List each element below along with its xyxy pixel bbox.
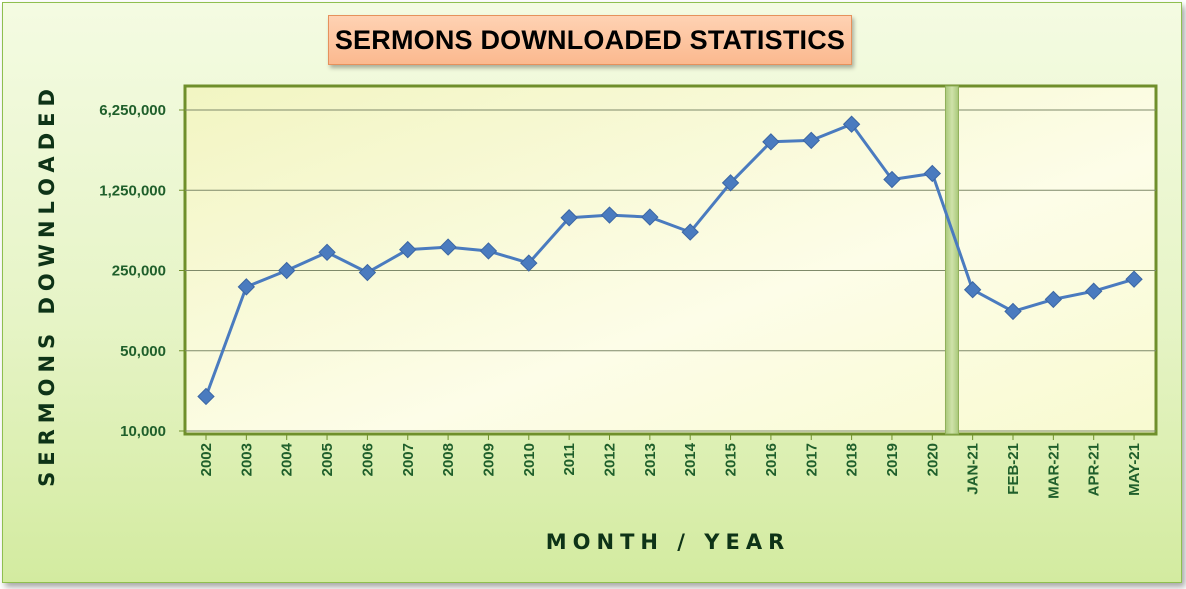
x-tick-label: MAR-21 <box>1045 443 1062 499</box>
data-point <box>1084 282 1103 300</box>
series-line <box>204 122 1135 397</box>
x-tick-label: 2020 <box>924 443 941 476</box>
x-tick-label: 2014 <box>682 442 699 476</box>
period-divider <box>944 85 959 435</box>
y-axis-title: SERMONS DOWNLOADED <box>35 83 59 487</box>
data-point <box>681 223 699 241</box>
x-tick-label: 2008 <box>440 443 457 476</box>
data-point <box>1125 270 1143 288</box>
data-point <box>399 240 417 259</box>
y-tick-label: 1,250,000 <box>99 182 166 199</box>
x-tick-label: 2018 <box>844 443 861 476</box>
data-point <box>1044 290 1063 309</box>
x-tick-label: 2002 <box>198 443 215 476</box>
x-tick-label: MAY-21 <box>1126 443 1143 496</box>
data-point <box>197 387 215 406</box>
divider-band <box>944 85 959 435</box>
x-tick-label: APR-21 <box>1086 443 1103 496</box>
data-point <box>802 131 820 150</box>
data-point <box>358 263 377 282</box>
chart-title-box: SERMONS DOWNLOADED STATISTICS <box>328 15 852 65</box>
data-point <box>1004 302 1022 321</box>
data-point <box>923 164 942 183</box>
data-point <box>439 238 457 256</box>
x-axis-title: MONTH / YEAR <box>546 530 791 554</box>
x-tick-label: 2010 <box>521 443 538 476</box>
x-tick-label: 2019 <box>884 443 901 476</box>
data-point <box>842 115 861 133</box>
data-point <box>883 170 901 189</box>
data-markers <box>197 115 1143 406</box>
data-point <box>762 133 780 151</box>
y-tick-label: 50,000 <box>120 343 166 360</box>
x-tick-label: 2004 <box>279 442 296 476</box>
x-tick-label: 2013 <box>642 443 659 476</box>
x-tick-label: 2007 <box>400 443 417 476</box>
x-tick-label: 2011 <box>561 443 578 476</box>
y-tick-labels: 10,000 50,000 250,000 1,250,000 6,250,000 <box>99 102 166 440</box>
plot-area <box>183 84 1158 436</box>
x-tick-label: 2003 <box>238 443 255 476</box>
data-point <box>318 243 336 262</box>
x-tick-label: 2015 <box>723 443 740 476</box>
x-tick-label: 2009 <box>480 443 497 476</box>
x-tick-labels: 2002 2003 2004 2005 2006 2007 2008 2009 2010 2011… <box>198 434 1143 499</box>
data-point <box>520 254 538 272</box>
chart-title: SERMONS DOWNLOADED STATISTICS <box>334 24 846 55</box>
data-point <box>641 208 659 226</box>
data-point <box>237 278 256 296</box>
x-tick-label: 2005 <box>319 443 336 476</box>
data-point <box>560 209 578 227</box>
y-tick-label: 6,250,000 <box>99 102 166 119</box>
y-tick-label: 10,000 <box>120 423 166 440</box>
x-tick-label: 2016 <box>763 443 780 476</box>
x-tick-label: 2012 <box>602 443 619 476</box>
data-point <box>721 174 740 192</box>
data-point <box>963 281 982 299</box>
data-point <box>277 261 296 280</box>
data-point <box>600 206 619 224</box>
data-point <box>479 242 498 260</box>
gridlines <box>179 109 1156 432</box>
x-tick-label: JAN-21 <box>965 443 982 495</box>
x-tick-label: FEB-21 <box>1005 443 1022 495</box>
x-tick-label: 2006 <box>359 443 376 476</box>
y-tick-label: 250,000 <box>112 263 166 280</box>
x-tick-label: 2017 <box>803 443 820 476</box>
